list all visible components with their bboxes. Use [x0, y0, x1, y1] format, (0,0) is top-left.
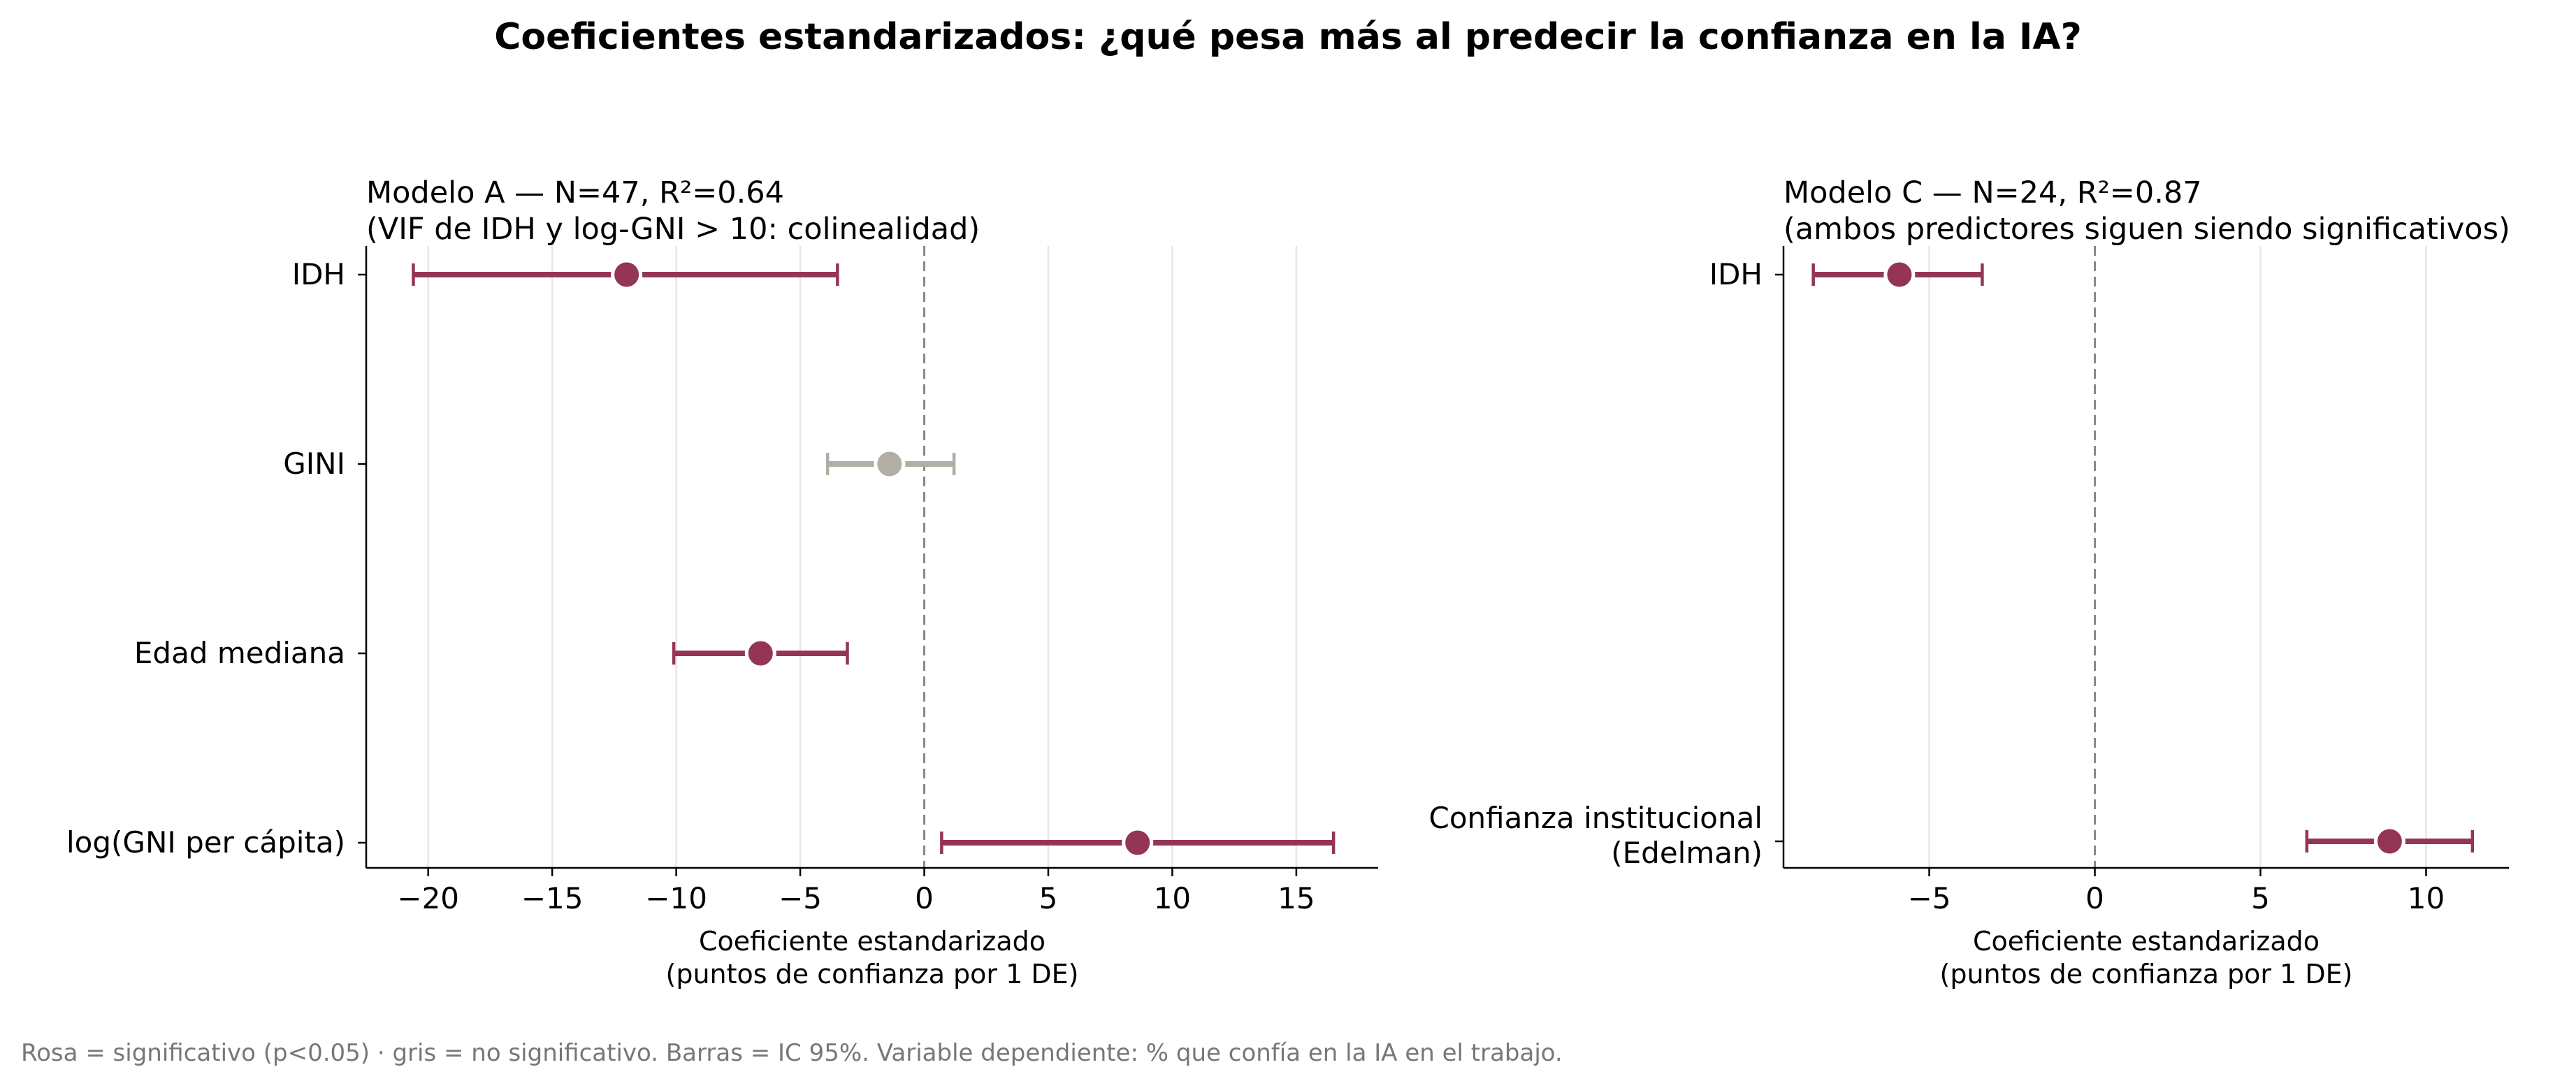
- coefficient-c-0: IDH: [1709, 257, 1984, 291]
- y-tick-label: (Edelman): [1611, 836, 1763, 870]
- panel-modelo-c: Modelo C — N=24, R²=0.87 (ambos predictor…: [1429, 175, 2510, 989]
- x-tick-label: −10: [645, 881, 707, 915]
- point-estimate: [744, 637, 776, 669]
- coefficient-a-2: Edad mediana: [134, 636, 849, 670]
- point-estimate: [1883, 259, 1916, 291]
- x-tick-label: −5: [779, 881, 822, 915]
- x-axis-label: Coeficiente estandarizado (puntos de conf…: [666, 926, 1079, 989]
- x-tick-label: −20: [397, 881, 459, 915]
- x-axis-label-line: Coeficiente estandarizado: [699, 926, 1045, 957]
- y-tick-label: Confianza institucional: [1429, 801, 1763, 835]
- x-tick-label: 5: [2251, 881, 2270, 915]
- point-estimate: [2373, 825, 2405, 857]
- x-tick-label: 5: [1039, 881, 1058, 915]
- x-tick-label: 0: [2085, 881, 2104, 915]
- y-tick-label: GINI: [283, 447, 345, 481]
- y-tick-label: log(GNI per cápita): [66, 825, 345, 859]
- x-tick-label: 10: [1154, 881, 1191, 915]
- footnote: Rosa = significativo (p<0.05) · gris = n…: [21, 1039, 1563, 1067]
- coefficient-a-3: log(GNI per cápita): [66, 825, 1336, 859]
- panel-title-line: (VIF de IDH y log-GNI > 10: colinealidad…: [366, 212, 980, 247]
- coefficient-a-1: GINI: [283, 447, 956, 481]
- y-tick-label: IDH: [1709, 257, 1763, 291]
- panel-title: Modelo A — N=47, R²=0.64 (VIF de IDH y lo…: [366, 175, 980, 247]
- x-tick-label: 0: [915, 881, 934, 915]
- panel-modelo-a: Modelo A — N=47, R²=0.64 (VIF de IDH y lo…: [66, 175, 1378, 989]
- x-axis-label-line: (puntos de confianza por 1 DE): [1940, 959, 2353, 989]
- x-axis-label: Coeficiente estandarizado (puntos de conf…: [1940, 926, 2353, 989]
- x-axis-label-line: (puntos de confianza por 1 DE): [666, 959, 1079, 989]
- coefficient-a-0: IDH: [292, 257, 839, 291]
- y-tick-label: Edad mediana: [134, 636, 345, 670]
- panel-title-line: (ambos predictores siguen siendo signifi…: [1783, 212, 2510, 247]
- x-tick-label: −5: [1908, 881, 1951, 915]
- x-axis-label-line: Coeficiente estandarizado: [1973, 926, 2320, 957]
- panel-title-line: Modelo C — N=24, R²=0.87: [1783, 175, 2202, 210]
- point-estimate: [1122, 827, 1154, 859]
- x-tick-label: 10: [2408, 881, 2445, 915]
- panel-title: Modelo C — N=24, R²=0.87 (ambos predictor…: [1783, 175, 2510, 247]
- x-tick-label: 15: [1278, 881, 1315, 915]
- coefficient-c-1: Confianza institucional(Edelman): [1429, 801, 2475, 870]
- panel-title-line: Modelo A — N=47, R²=0.64: [366, 175, 784, 210]
- y-tick-label: IDH: [292, 257, 345, 291]
- point-estimate: [874, 448, 906, 480]
- x-tick-label: −15: [521, 881, 584, 915]
- point-estimate: [611, 259, 643, 291]
- figure-title: Coeficientes estandarizados: ¿qué pesa m…: [494, 16, 2082, 58]
